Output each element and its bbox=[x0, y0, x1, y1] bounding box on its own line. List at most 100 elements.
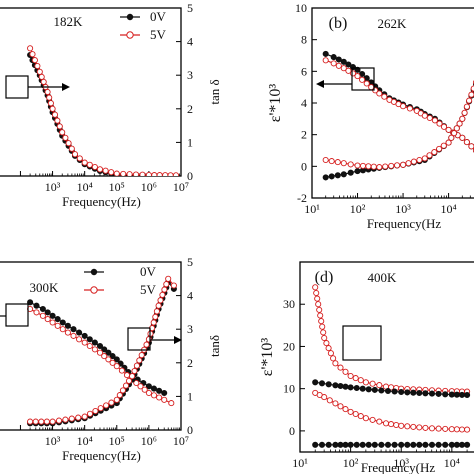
data-point bbox=[129, 373, 136, 380]
data-point bbox=[157, 297, 164, 304]
data-point bbox=[126, 171, 133, 176]
data-point bbox=[33, 309, 40, 316]
data-point bbox=[156, 394, 163, 401]
data-point bbox=[342, 406, 349, 413]
x-tick-label: 10⁷ bbox=[173, 180, 189, 194]
data-point bbox=[416, 389, 423, 397]
data-point bbox=[81, 332, 88, 339]
data-point bbox=[347, 441, 354, 448]
data-point bbox=[398, 422, 405, 429]
data-point bbox=[442, 425, 449, 432]
data-point bbox=[365, 163, 372, 170]
data-point bbox=[410, 423, 417, 430]
data-point bbox=[369, 416, 376, 423]
data-point bbox=[316, 306, 323, 313]
data-point bbox=[384, 441, 392, 448]
data-point bbox=[155, 302, 162, 309]
data-point bbox=[322, 174, 329, 181]
x-tick-label: 10⁶ bbox=[141, 434, 157, 448]
data-point bbox=[440, 123, 448, 130]
data-point bbox=[376, 382, 383, 389]
data-point bbox=[162, 172, 169, 176]
data-point bbox=[75, 414, 82, 421]
data-point bbox=[448, 391, 455, 398]
data-point bbox=[353, 384, 360, 392]
data-point bbox=[332, 441, 339, 448]
y2-tick-label: 5 bbox=[187, 255, 193, 269]
data-point bbox=[404, 441, 411, 448]
data-point bbox=[359, 162, 367, 169]
data-point bbox=[435, 425, 442, 432]
y2-tick-label: 5 bbox=[187, 1, 193, 15]
y2-tick-label: 4 bbox=[187, 35, 193, 49]
data-point bbox=[161, 389, 168, 397]
x-tick-label: 10³ bbox=[393, 456, 409, 470]
data-point bbox=[347, 372, 354, 380]
data-point bbox=[156, 172, 163, 176]
y2-tick-label: 2 bbox=[187, 356, 193, 370]
data-point bbox=[354, 168, 361, 175]
data-point bbox=[453, 441, 460, 448]
data-point bbox=[365, 386, 372, 393]
data-point bbox=[70, 332, 77, 339]
data-point bbox=[357, 377, 364, 384]
y-tick-label: 10 bbox=[283, 382, 295, 396]
data-point bbox=[347, 408, 354, 415]
data-point bbox=[163, 281, 170, 288]
data-point bbox=[145, 336, 152, 343]
data-point bbox=[322, 156, 329, 164]
data-point bbox=[150, 392, 158, 399]
data-point bbox=[322, 50, 329, 57]
data-point bbox=[91, 163, 98, 171]
data-point bbox=[334, 159, 341, 166]
data-point bbox=[337, 364, 344, 371]
data-point bbox=[422, 424, 429, 431]
y2-tick-label: 1 bbox=[187, 389, 193, 403]
data-point bbox=[371, 441, 378, 448]
data-point bbox=[335, 56, 342, 63]
data-point bbox=[32, 418, 39, 425]
data-point bbox=[371, 386, 378, 393]
data-point bbox=[362, 379, 369, 386]
data-point bbox=[347, 161, 354, 168]
data-point bbox=[406, 105, 413, 112]
temperature-label: 182K bbox=[54, 14, 84, 29]
data-point bbox=[312, 284, 319, 291]
data-point bbox=[466, 97, 473, 104]
legend-label-5v: 5V bbox=[140, 282, 157, 297]
data-point bbox=[312, 379, 319, 386]
data-point bbox=[376, 90, 383, 97]
data-point bbox=[145, 383, 152, 390]
data-point bbox=[337, 382, 344, 390]
data-point bbox=[458, 426, 466, 433]
data-point bbox=[161, 396, 168, 403]
data-point bbox=[40, 78, 47, 85]
temperature-label: 300K bbox=[30, 280, 60, 295]
y2-tick-label: 0 bbox=[187, 169, 193, 183]
data-point bbox=[59, 326, 66, 333]
data-point bbox=[65, 140, 72, 147]
y-axis-label: ε'*10³ bbox=[267, 84, 284, 123]
data-point bbox=[167, 172, 174, 176]
x-axis-label: Frequency(Hz bbox=[361, 460, 436, 474]
y-tick-label: 20 bbox=[283, 339, 295, 353]
x-tick-label: 10² bbox=[343, 456, 359, 470]
x-axis-label: Frequency(Hz bbox=[367, 216, 442, 231]
data-point bbox=[354, 162, 361, 169]
data-point bbox=[342, 441, 349, 448]
y-tick-label: 0 bbox=[289, 424, 295, 438]
data-point bbox=[347, 169, 354, 176]
data-point bbox=[103, 402, 110, 409]
data-point bbox=[393, 421, 400, 429]
data-point bbox=[445, 126, 452, 133]
data-point bbox=[150, 385, 158, 392]
data-point bbox=[323, 340, 330, 347]
data-point bbox=[101, 353, 108, 360]
data-point bbox=[118, 367, 125, 374]
data-point bbox=[76, 336, 83, 343]
y-tick-label: -2 bbox=[297, 191, 307, 205]
data-point bbox=[120, 170, 127, 176]
x-tick-label: 10⁵ bbox=[109, 434, 125, 448]
data-point bbox=[27, 299, 34, 306]
